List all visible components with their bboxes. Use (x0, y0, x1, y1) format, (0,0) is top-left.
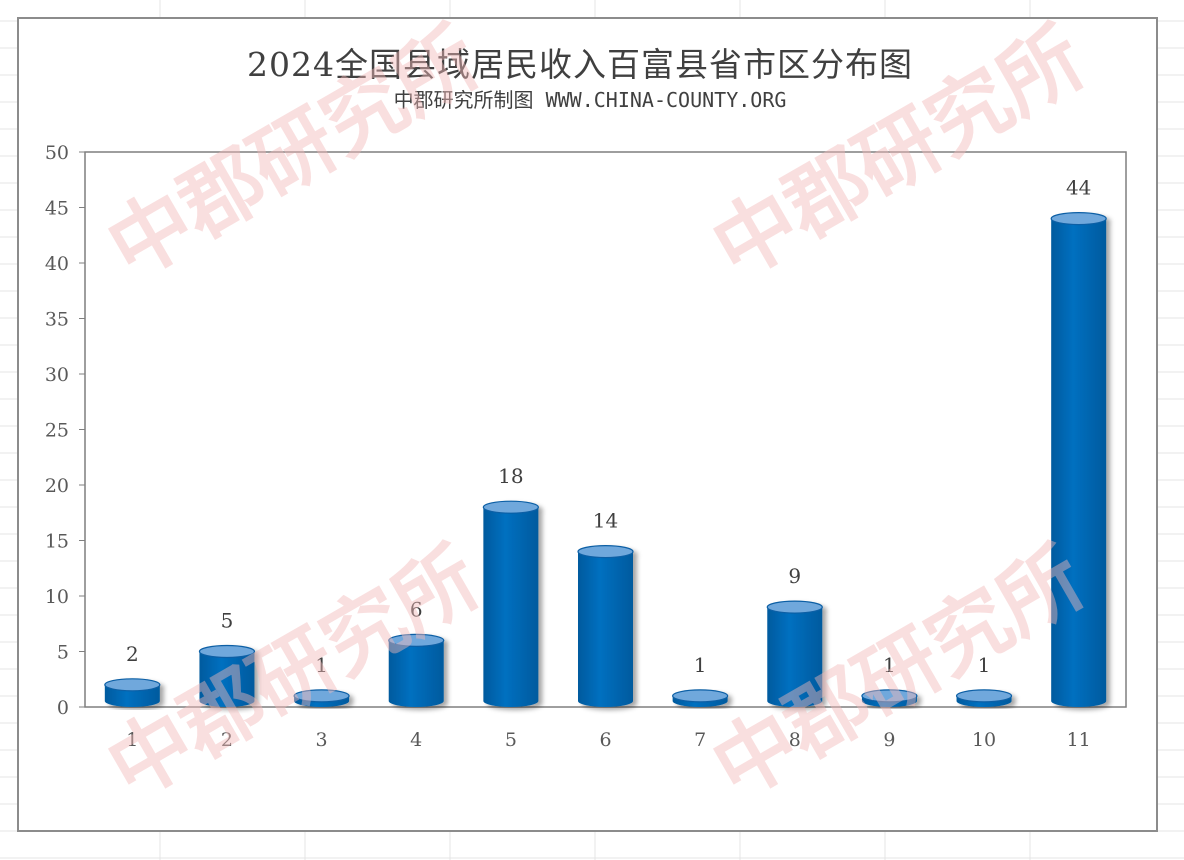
chart-title: 2024全国县域居民收入百富县省市区分布图 (247, 45, 913, 84)
bar-7[interactable] (672, 689, 729, 707)
x-tick-label: 3 (316, 729, 328, 751)
data-label: 9 (788, 564, 801, 588)
bar-11[interactable] (1050, 212, 1107, 707)
bar-top-cap (861, 689, 918, 703)
bar-4[interactable] (388, 633, 445, 707)
data-label: 14 (593, 509, 618, 533)
bar-1[interactable] (104, 678, 161, 707)
bar-9[interactable] (861, 689, 918, 707)
bar-body (767, 607, 823, 707)
bar-top-cap (104, 678, 161, 692)
y-tick-label: 45 (45, 198, 69, 220)
bar-body (578, 551, 633, 707)
data-label: 1 (694, 653, 707, 677)
bar-3[interactable] (293, 689, 350, 707)
bar-top-cap (672, 689, 729, 703)
y-tick-label: 50 (45, 142, 69, 164)
bar-body (1051, 218, 1107, 707)
y-tick-label: 30 (45, 364, 69, 386)
data-label: 1 (883, 653, 896, 677)
x-tick-label: 10 (972, 729, 996, 751)
y-tick-label: 20 (45, 475, 69, 497)
x-tick-label: 1 (126, 729, 138, 751)
data-label: 18 (498, 464, 523, 488)
bar-body (483, 507, 539, 707)
data-label: 1 (315, 653, 328, 677)
x-tick-label: 5 (505, 729, 517, 751)
bar-body (199, 651, 255, 707)
y-tick-label: 35 (45, 309, 69, 331)
bar-top-cap (482, 500, 539, 514)
x-tick-label: 11 (1067, 729, 1091, 751)
bar-top-cap (293, 689, 350, 703)
x-tick-label: 2 (221, 729, 233, 751)
data-label: 1 (978, 653, 991, 677)
bar-top-cap (955, 689, 1013, 703)
chart-subtitle: 中郡研究所制图 WWW.CHINA-COUNTY.ORG (393, 88, 787, 112)
data-label: 44 (1066, 176, 1091, 200)
x-tick-label: 6 (599, 729, 611, 751)
bar-2[interactable] (198, 644, 256, 708)
data-label: 6 (410, 597, 423, 621)
watermark-text: 中郡研究所 (698, 530, 1101, 817)
bar-10[interactable] (955, 689, 1013, 707)
y-tick-label: 15 (45, 531, 69, 553)
x-tick-label: 8 (789, 729, 801, 751)
y-tick-label: 40 (45, 253, 69, 275)
data-label: 2 (126, 642, 139, 666)
x-tick-label: 7 (694, 729, 706, 751)
y-tick-label: 0 (57, 697, 69, 719)
watermark-text: 中郡研究所 (698, 10, 1101, 297)
x-tick-label: 9 (883, 729, 895, 751)
bar-top-cap (766, 600, 823, 614)
bar-body (388, 640, 444, 707)
bar-6[interactable] (577, 544, 634, 707)
x-tick-label: 4 (410, 729, 422, 751)
bar-top-cap (1050, 212, 1107, 226)
bar-top-cap (577, 544, 634, 559)
bar-top-cap (388, 633, 445, 648)
bar-8[interactable] (766, 600, 823, 707)
y-tick-label: 25 (45, 420, 69, 442)
data-label: 5 (221, 609, 234, 633)
bar-5[interactable] (482, 500, 539, 707)
y-tick-label: 10 (45, 586, 69, 608)
bar-top-cap (198, 644, 256, 659)
watermark-text: 中郡研究所 (93, 10, 496, 297)
y-tick-label: 5 (57, 642, 69, 664)
